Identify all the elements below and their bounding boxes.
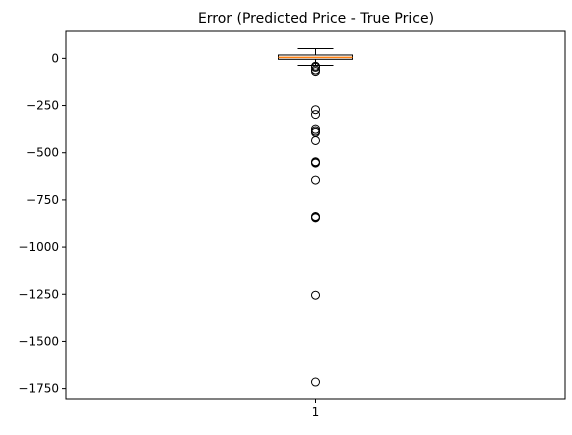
y-tick-label: −500 — [26, 146, 59, 160]
outlier-point — [311, 290, 320, 300]
outlier-point — [311, 67, 320, 77]
outlier-point — [311, 110, 320, 120]
y-tick-label: −1250 — [18, 287, 59, 301]
chart-title: Error (Predicted Price - True Price) — [198, 11, 434, 27]
outlier-point — [311, 377, 320, 387]
x-tick-label: 1 — [312, 405, 320, 419]
outlier-point — [311, 62, 320, 72]
outlier-point — [311, 213, 320, 223]
axes: 0 −250 −500 −750 −1000 −1250 −1500 −1750 1 — [18, 30, 566, 419]
y-tick-label: −1750 — [18, 382, 59, 396]
outlier-point — [311, 158, 320, 168]
y-tick-label: 0 — [51, 51, 59, 65]
y-tick-label: −1000 — [18, 240, 59, 254]
y-tick-label: −250 — [26, 99, 59, 113]
plot-frame — [65, 30, 566, 400]
outlier-point — [311, 175, 320, 185]
y-tick-label: −750 — [26, 193, 59, 207]
plot-area — [278, 48, 353, 387]
outlier-point — [311, 105, 320, 115]
y-tick-label: −1500 — [18, 334, 59, 348]
outlier-point — [311, 135, 320, 145]
